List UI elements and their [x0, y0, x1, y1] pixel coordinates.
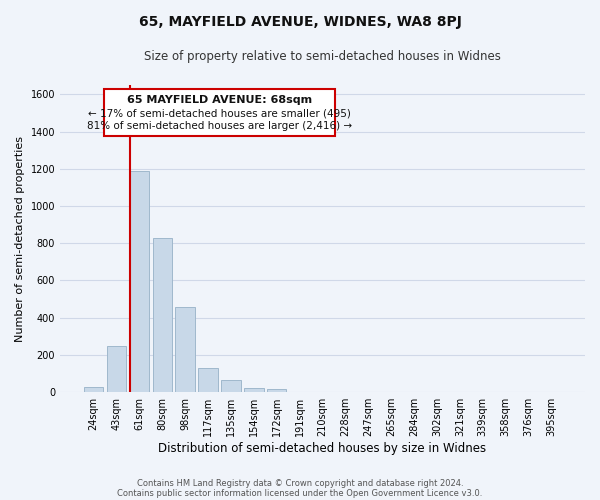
Text: ← 17% of semi-detached houses are smaller (495): ← 17% of semi-detached houses are smalle…: [88, 108, 351, 118]
Text: Contains HM Land Registry data © Crown copyright and database right 2024.: Contains HM Land Registry data © Crown c…: [137, 478, 463, 488]
X-axis label: Distribution of semi-detached houses by size in Widnes: Distribution of semi-detached houses by …: [158, 442, 487, 455]
Bar: [130, 170, 149, 392]
Bar: [107, 346, 126, 392]
Text: 81% of semi-detached houses are larger (2,416) →: 81% of semi-detached houses are larger (…: [87, 120, 352, 130]
Text: Contains public sector information licensed under the Open Government Licence v3: Contains public sector information licen…: [118, 488, 482, 498]
Bar: [244, 388, 263, 392]
Bar: [199, 368, 218, 392]
Bar: [221, 380, 241, 392]
Y-axis label: Number of semi-detached properties: Number of semi-detached properties: [15, 136, 25, 342]
Bar: [84, 386, 103, 392]
Title: Size of property relative to semi-detached houses in Widnes: Size of property relative to semi-detach…: [144, 50, 501, 63]
Bar: [175, 308, 195, 392]
FancyBboxPatch shape: [104, 88, 335, 136]
Bar: [267, 389, 286, 392]
Text: 65 MAYFIELD AVENUE: 68sqm: 65 MAYFIELD AVENUE: 68sqm: [127, 95, 312, 105]
Bar: [152, 238, 172, 392]
Text: 65, MAYFIELD AVENUE, WIDNES, WA8 8PJ: 65, MAYFIELD AVENUE, WIDNES, WA8 8PJ: [139, 15, 461, 29]
